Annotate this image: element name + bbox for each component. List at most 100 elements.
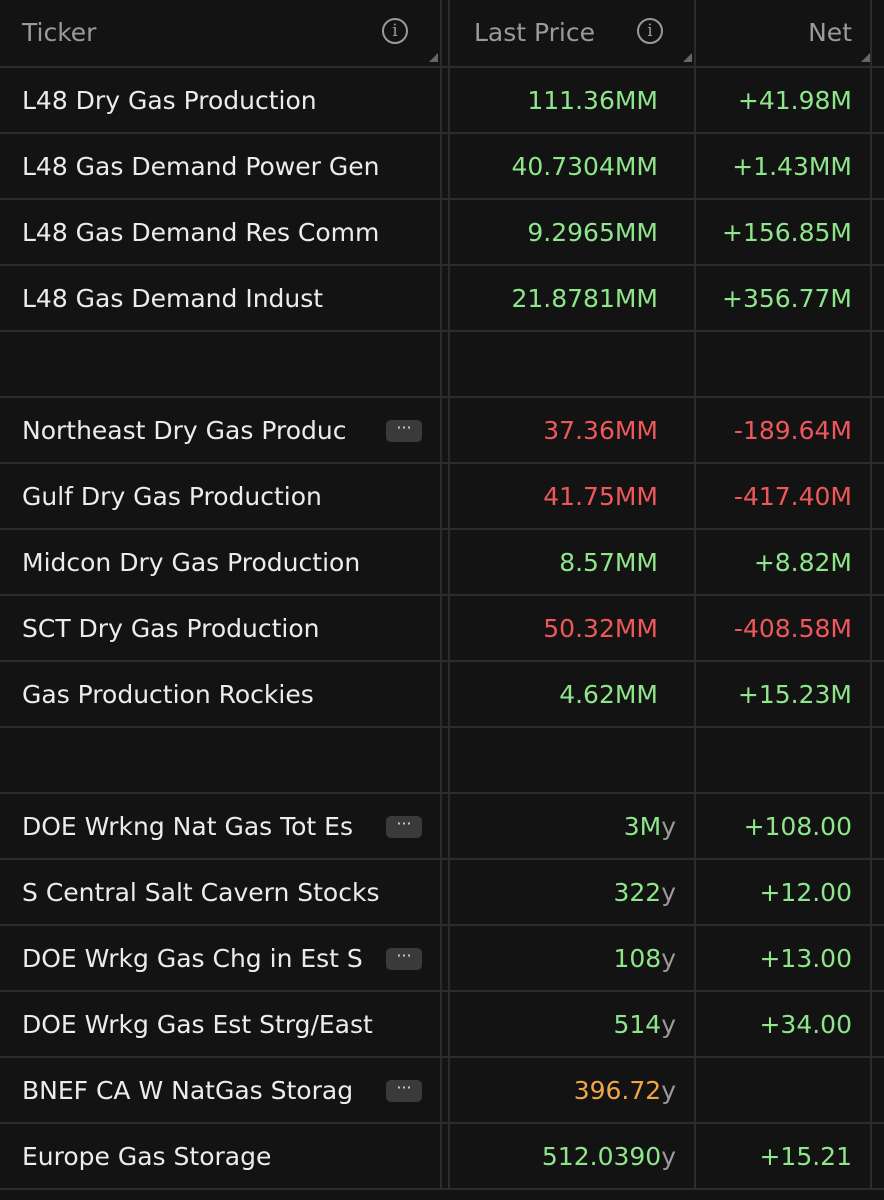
- column-divider: [448, 728, 450, 792]
- net-change: +34.00: [759, 1010, 852, 1039]
- column-divider: [448, 1058, 450, 1122]
- last-price: 9.2965MM: [527, 200, 658, 264]
- column-divider: [448, 992, 450, 1056]
- more-button[interactable]: ···: [386, 420, 422, 442]
- column-divider: [694, 398, 696, 462]
- last-price: 37.36MM: [543, 398, 658, 462]
- table-row[interactable]: L48 Gas Demand Res Comm 9.2965MM +156.85M: [0, 200, 884, 266]
- column-divider: [870, 530, 872, 594]
- column-divider: [440, 662, 442, 726]
- column-divider: [448, 1124, 450, 1188]
- table-row[interactable]: L48 Dry Gas Production 111.36MM +41.98M: [0, 68, 884, 134]
- column-divider: [694, 200, 696, 264]
- column-divider: [870, 794, 872, 858]
- column-divider: [870, 398, 872, 462]
- column-divider: [694, 332, 696, 396]
- column-divider: [694, 662, 696, 726]
- column-divider: [870, 464, 872, 528]
- column-divider: [440, 1124, 442, 1188]
- net-change: +8.82M: [753, 548, 852, 577]
- column-divider: [694, 530, 696, 594]
- price-value: 40.7304MM: [511, 152, 658, 181]
- column-divider: [870, 596, 872, 660]
- column-divider: [448, 530, 450, 594]
- ticker-name: L48 Gas Demand Indust: [22, 284, 324, 313]
- column-divider: [440, 134, 442, 198]
- price-value: 4.62MM: [559, 680, 658, 709]
- last-price: 41.75MM: [543, 464, 658, 528]
- price-value: 3M: [623, 812, 662, 841]
- table-row[interactable]: BNEF CA W NatGas Storag ··· 396.72y: [0, 1058, 884, 1124]
- table-row[interactable]: L48 Gas Demand Indust 21.8781MM +356.77M: [0, 266, 884, 332]
- ticker-header[interactable]: Ticker: [22, 18, 97, 47]
- ticker-name: Europe Gas Storage: [22, 1142, 272, 1171]
- blank-row: [0, 728, 884, 794]
- column-divider: [440, 992, 442, 1056]
- price-value: 21.8781MM: [511, 284, 658, 313]
- last-price: 396.72y: [574, 1058, 676, 1122]
- price-suffix: y: [661, 1142, 676, 1171]
- net-change: +1.43MM: [732, 152, 852, 181]
- price-suffix: y: [661, 878, 676, 907]
- column-divider: [870, 662, 872, 726]
- column-divider: [440, 1058, 442, 1122]
- ticker-name: SCT Dry Gas Production: [22, 614, 320, 643]
- table-row[interactable]: DOE Wrkg Gas Est Strg/East 514y +34.00: [0, 992, 884, 1058]
- net-change: +12.00: [759, 878, 852, 907]
- column-divider: [448, 68, 450, 132]
- table-row[interactable]: S Central Salt Cavern Stocks 322y +12.00: [0, 860, 884, 926]
- table-row[interactable]: L48 Gas Demand Power Gen 40.7304MM +1.43MM: [0, 134, 884, 200]
- net-change: -417.40M: [733, 482, 852, 511]
- table-row[interactable]: DOE Wrkng Nat Gas Tot Es ··· 3My +108.00: [0, 794, 884, 860]
- column-divider: [440, 266, 442, 330]
- table-row[interactable]: Gas Production Rockies 4.62MM +15.23M: [0, 662, 884, 728]
- last-price-header[interactable]: Last Price: [474, 18, 596, 47]
- ticker-name: Northeast Dry Gas Produc: [22, 416, 347, 445]
- column-divider: [694, 1058, 696, 1122]
- price-suffix: y: [661, 1010, 676, 1039]
- table-row[interactable]: Northeast Dry Gas Produc ··· 37.36MM -189.6…: [0, 398, 884, 464]
- price-suffix: y: [661, 812, 676, 841]
- last-price: 322y: [613, 860, 676, 924]
- table-row[interactable]: Gulf Dry Gas Production 41.75MM -417.40M: [0, 464, 884, 530]
- price-value: 41.75MM: [543, 482, 658, 511]
- table-row[interactable]: DOE Wrkg Gas Chg in Est S ··· 108y +13.00: [0, 926, 884, 992]
- price-suffix: y: [661, 1076, 676, 1105]
- column-divider: [448, 860, 450, 924]
- net-change: +156.85M: [722, 218, 852, 247]
- net-header[interactable]: Net: [808, 18, 852, 47]
- column-divider: [694, 464, 696, 528]
- table-row[interactable]: Europe Gas Storage 512.0390y +15.21: [0, 1124, 884, 1190]
- column-divider: [440, 728, 442, 792]
- price-value: 8.57MM: [559, 548, 658, 577]
- more-button[interactable]: ···: [386, 1080, 422, 1102]
- last-price: 512.0390y: [542, 1124, 676, 1188]
- column-divider: [870, 860, 872, 924]
- net-change: +15.21: [759, 1142, 852, 1171]
- table-row[interactable]: Midcon Dry Gas Production 8.57MM +8.82M: [0, 530, 884, 596]
- column-divider: [694, 794, 696, 858]
- more-button[interactable]: ···: [386, 948, 422, 970]
- column-divider: [440, 464, 442, 528]
- ticker-name: Midcon Dry Gas Production: [22, 548, 361, 577]
- column-divider: [440, 860, 442, 924]
- info-icon[interactable]: i: [382, 18, 408, 44]
- column-divider: [694, 68, 696, 132]
- more-button[interactable]: ···: [386, 816, 422, 838]
- price-value: 108: [613, 944, 662, 973]
- ticker-name: L48 Gas Demand Res Comm: [22, 218, 380, 247]
- ticker-name: DOE Wrkg Gas Est Strg/East: [22, 1010, 373, 1039]
- price-value: 514: [613, 1010, 662, 1039]
- ticker-name: L48 Dry Gas Production: [22, 86, 317, 115]
- ticker-name: L48 Gas Demand Power Gen: [22, 152, 380, 181]
- column-divider: [870, 332, 872, 396]
- last-price: 3My: [624, 794, 676, 858]
- last-price: 21.8781MM: [511, 266, 658, 330]
- column-divider: [694, 728, 696, 792]
- price-value: 37.36MM: [543, 416, 658, 445]
- last-price: 514y: [613, 992, 676, 1056]
- ticker-name: BNEF CA W NatGas Storag: [22, 1076, 354, 1105]
- info-icon[interactable]: i: [637, 18, 663, 44]
- column-divider: [448, 794, 450, 858]
- table-row[interactable]: SCT Dry Gas Production 50.32MM -408.58M: [0, 596, 884, 662]
